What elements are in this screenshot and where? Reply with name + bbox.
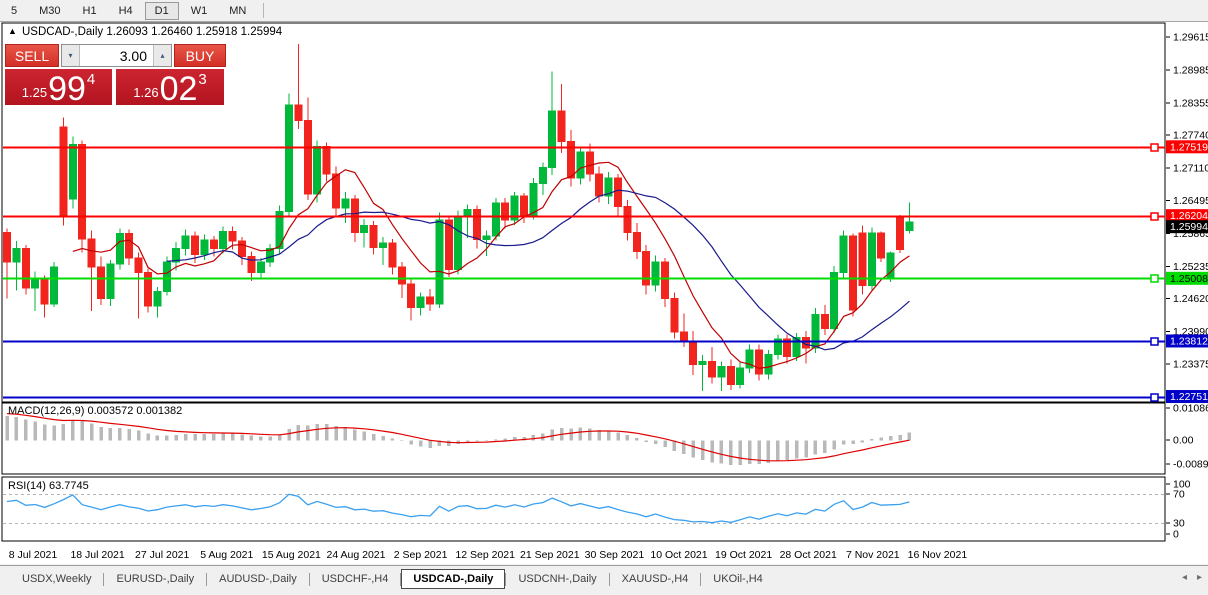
svg-text:70: 70	[1173, 489, 1185, 501]
window-bottom-edge	[0, 591, 1208, 595]
tab-eurusd-daily[interactable]: EURUSD-,Daily	[116, 573, 195, 585]
svg-text:1.27519: 1.27519	[1170, 141, 1208, 153]
buy-price-figure: 1.26	[133, 85, 159, 100]
svg-text:30 Sep 2021: 30 Sep 2021	[585, 549, 645, 561]
timeframe-button-h1[interactable]: H1	[82, 4, 97, 17]
tab-usdcad-daily[interactable]: USDCAD-,Daily	[401, 569, 506, 589]
buy-price-point: 3	[198, 71, 207, 88]
timeframe-button-mn[interactable]: MN	[229, 4, 247, 17]
timeframe-button-d1[interactable]: D1	[144, 1, 179, 20]
svg-text:1.23375: 1.23375	[1173, 358, 1208, 370]
svg-text:1.25008: 1.25008	[1170, 273, 1208, 285]
tab-usdx-weekly[interactable]: USDX,Weekly	[22, 573, 92, 585]
svg-text:7 Nov 2021: 7 Nov 2021	[846, 549, 900, 561]
candles-layer	[3, 44, 914, 391]
current-price-chip	[1166, 220, 1208, 234]
tab-separator	[608, 572, 610, 586]
tab-usdchf-h4[interactable]: USDCHF-,H4	[321, 573, 389, 585]
svg-text:5 Aug 2021: 5 Aug 2021	[200, 549, 253, 561]
svg-text:1.28355: 1.28355	[1173, 97, 1208, 109]
timeframe-button-m30[interactable]: M30	[39, 4, 61, 17]
buy-button[interactable]: BUY	[174, 44, 226, 67]
svg-text:8 Jul 2021: 8 Jul 2021	[9, 549, 58, 561]
svg-text:1.25994: 1.25994	[1170, 221, 1208, 233]
svg-text:15 Aug 2021: 15 Aug 2021	[262, 549, 321, 561]
chart-tab-bar: USDX,Weekly EURUSD-,Daily AUDUSD-,Daily USD…	[0, 565, 1208, 592]
svg-text:1.26204: 1.26204	[1170, 210, 1208, 222]
macd-signal-line	[6, 413, 910, 462]
svg-text:1.25235: 1.25235	[1173, 261, 1208, 273]
tab-separator	[206, 572, 208, 586]
tab-separator	[400, 572, 402, 586]
chart-canvas[interactable]: 1.296151.289851.283551.277401.271101.264…	[0, 0, 1208, 565]
svg-text:0.010869: 0.010869	[1173, 403, 1208, 415]
svg-text:-0.008974: -0.008974	[1173, 459, 1208, 471]
svg-text:16 Nov 2021: 16 Nov 2021	[908, 549, 968, 561]
svg-text:30: 30	[1173, 518, 1185, 530]
svg-text:27 Jul 2021: 27 Jul 2021	[135, 549, 189, 561]
svg-text:19 Oct 2021: 19 Oct 2021	[715, 549, 772, 561]
svg-text:1.27110: 1.27110	[1173, 163, 1208, 175]
buy-price-pips: 02	[159, 70, 198, 108]
collapse-icon[interactable]: ▲	[8, 26, 17, 36]
svg-text:10 Oct 2021: 10 Oct 2021	[650, 549, 707, 561]
chart-header: ▲ USDCAD-,Daily 1.26093 1.26460 1.25918 1…	[8, 26, 283, 38]
volume-increase-icon[interactable]: ▴	[153, 45, 171, 66]
svg-text:1.22751: 1.22751	[1170, 391, 1208, 403]
svg-text:1.29615: 1.29615	[1173, 32, 1208, 44]
rsi-panel[interactable]	[1, 476, 1166, 542]
svg-text:100: 100	[1173, 479, 1191, 491]
svg-text:12 Sep 2021: 12 Sep 2021	[455, 549, 515, 561]
macd-label: MACD(12,26,9) 0.003572 0.001382	[8, 405, 182, 417]
svg-text:18 Jul 2021: 18 Jul 2021	[70, 549, 124, 561]
date-axis[interactable]: 8 Jul 2021 18 Jul 2021 27 Jul 2021 5 Aug 20…	[9, 549, 968, 561]
timeframe-button-5[interactable]: 5	[11, 4, 18, 17]
tab-separator	[505, 572, 507, 586]
toolbar-separator	[263, 3, 265, 18]
tab-separator	[700, 572, 702, 586]
volume-spinner: ▾ ▴	[61, 44, 172, 67]
sell-price-pips: 99	[48, 70, 86, 108]
svg-text:2 Sep 2021: 2 Sep 2021	[394, 549, 448, 561]
volume-input[interactable]	[80, 45, 153, 66]
price-axis[interactable]: 1.29615 1.28985 1.28355 1.27740 1.27110 1.264…	[1166, 32, 1208, 404]
symbol-title: USDCAD-,Daily 1.26093 1.26460 1.25918 1.…	[22, 26, 283, 38]
svg-text:1.24620: 1.24620	[1173, 293, 1208, 305]
ma-fast-line	[72, 161, 910, 369]
svg-text:28 Oct 2021: 28 Oct 2021	[780, 549, 837, 561]
tab-ukoil-h4[interactable]: UKOil-,H4	[713, 573, 763, 585]
tab-usdcnh-daily[interactable]: USDCNH-,Daily	[518, 573, 597, 585]
support-resistance-lines[interactable]	[3, 143, 1165, 402]
volume-decrease-icon[interactable]: ▾	[62, 45, 80, 66]
tabs-scroll-right-icon[interactable]: ▸	[1196, 572, 1202, 583]
svg-text:1.27740: 1.27740	[1173, 130, 1208, 142]
svg-text:1.28985: 1.28985	[1173, 64, 1208, 76]
buy-price[interactable]: 1.26 02 3	[116, 69, 224, 108]
svg-text:0: 0	[1173, 529, 1179, 541]
macd-indicator: MACD(12,26,9) 0.003572 0.001382 0.010869 0…	[5, 403, 1208, 471]
rsi-line	[6, 493, 910, 524]
svg-text:21 Sep 2021: 21 Sep 2021	[520, 549, 580, 561]
svg-text:1.26495: 1.26495	[1173, 195, 1208, 207]
tabs-scroll-left-icon[interactable]: ◂	[1181, 572, 1187, 583]
tab-separator	[103, 572, 105, 586]
svg-text:24 Aug 2021: 24 Aug 2021	[327, 549, 386, 561]
sell-price-figure: 1.25	[21, 85, 48, 100]
sell-price-point: 4	[86, 71, 96, 88]
sell-button[interactable]: SELL	[5, 44, 59, 67]
tab-xauusd-h4[interactable]: XAUUSD-,H4	[621, 573, 689, 585]
timeframe-button-h4[interactable]: H4	[118, 4, 133, 17]
timeframe-toolbar: 5 M30 H1 H4 D1 W1 MN	[0, 0, 1208, 22]
one-click-trading-panel: SELL ▾ ▴ BUY 1.25 99 4 1.26 02 3	[5, 44, 226, 108]
svg-text:1.23812: 1.23812	[1170, 335, 1208, 347]
timeframe-button-w1[interactable]: W1	[190, 4, 208, 17]
rsi-label: RSI(14) 63.7745	[8, 480, 89, 492]
sell-price[interactable]: 1.25 99 4	[5, 69, 112, 108]
svg-text:0.00: 0.00	[1173, 435, 1194, 447]
ma-slow-line	[166, 189, 910, 351]
tab-separator	[308, 572, 310, 586]
tab-audusd-daily[interactable]: AUDUSD-,Daily	[219, 573, 297, 585]
